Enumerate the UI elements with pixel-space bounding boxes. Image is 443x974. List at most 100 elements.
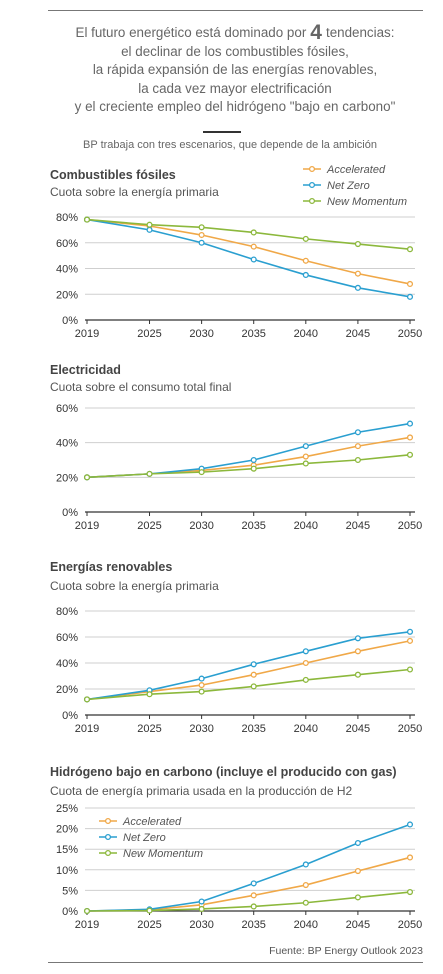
data-point-accelerated [354, 867, 361, 875]
data-point-new-momentum [354, 671, 361, 678]
legend-item-net-zero: Net Zero [303, 180, 370, 192]
trend-count: 4 [310, 21, 322, 44]
data-point-accelerated [354, 270, 361, 277]
x-tick-label: 2025 [137, 328, 161, 340]
intro-line-5: y el creciente empleo del hidrógeno "baj… [74, 99, 396, 114]
data-point-new-momentum [146, 221, 153, 228]
legend-marker [104, 849, 112, 857]
data-point-new-momentum [146, 907, 153, 914]
chart-subtitle: Cuota de energía primaria usada en la pr… [50, 784, 353, 798]
data-point-new-momentum [146, 691, 153, 698]
data-point-accelerated [406, 637, 414, 644]
data-point-net-zero [406, 821, 414, 828]
y-tick-label: 0% [62, 315, 78, 327]
chart-title: Hidrógeno bajo en carbono (incluye el pr… [50, 765, 397, 779]
x-tick-label: 2019 [75, 520, 99, 532]
x-tick-label: 2025 [137, 520, 161, 532]
y-tick-label: 0% [62, 906, 78, 918]
legend-label: Net Zero [123, 832, 166, 844]
legend-marker [308, 181, 316, 189]
data-point-net-zero [354, 635, 361, 642]
data-point-net-zero [354, 839, 361, 847]
y-tick-label: 20% [56, 824, 78, 836]
data-point-new-momentum [354, 240, 361, 248]
x-tick-label: 2035 [241, 919, 265, 931]
data-point-net-zero [198, 239, 205, 246]
legend-marker [104, 817, 112, 825]
x-tick-label: 2045 [346, 723, 370, 735]
data-point-new-momentum [83, 696, 91, 703]
series-line-accelerated [86, 640, 411, 701]
legend-label: New Momentum [123, 848, 203, 860]
legend-label: Accelerated [122, 816, 182, 828]
data-point-net-zero [250, 256, 257, 263]
data-point-new-momentum [302, 899, 309, 906]
legend-label: Accelerated [326, 164, 386, 176]
data-point-new-momentum [250, 683, 257, 690]
legend-item-new-momentum: New Momentum [99, 848, 203, 860]
series-line-new-momentum [86, 891, 411, 912]
data-point-new-momentum [146, 470, 153, 477]
y-tick-label: 0% [62, 507, 78, 519]
data-point-accelerated [354, 648, 361, 655]
separator-rule [203, 131, 241, 133]
data-point-net-zero [406, 420, 414, 427]
data-point-net-zero [302, 648, 309, 655]
intro-line-3: la rápida expansión de las energías reno… [92, 62, 378, 77]
x-tick-label: 2040 [294, 520, 318, 532]
data-point-new-momentum [250, 229, 257, 236]
x-tick-label: 2050 [398, 520, 422, 532]
x-tick-label: 2040 [294, 919, 318, 931]
x-tick-label: 2035 [241, 328, 265, 340]
data-point-net-zero [354, 284, 361, 291]
data-point-net-zero [198, 675, 205, 682]
data-point-accelerated [406, 280, 414, 288]
data-point-net-zero [302, 861, 309, 868]
data-point-new-momentum [83, 907, 91, 915]
data-point-accelerated [250, 671, 257, 678]
y-tick-label: 5% [62, 885, 78, 897]
legend-item-new-momentum: New Momentum [303, 196, 407, 208]
data-point-accelerated [406, 854, 414, 861]
chart-subtitle: Cuota sobre la energía primaria [50, 185, 219, 199]
data-point-accelerated [354, 443, 361, 450]
top-rule [48, 10, 423, 11]
data-point-accelerated [250, 243, 257, 250]
chart-subtitle: Cuota sobre la energía primaria [50, 579, 219, 593]
x-tick-label: 2045 [346, 919, 370, 931]
data-point-new-momentum [198, 905, 205, 912]
x-tick-label: 2035 [241, 723, 265, 735]
series-line-new-momentum [86, 668, 411, 701]
scenarios-note: BP trabaja con tres escenarios, que depe… [83, 139, 377, 151]
x-tick-label: 2040 [294, 723, 318, 735]
intro-line-1-post: tendencias: [325, 25, 395, 40]
bottom-rule [48, 962, 423, 963]
y-tick-label: 60% [56, 238, 78, 250]
data-point-accelerated [302, 257, 309, 264]
data-point-new-momentum [250, 465, 257, 472]
data-point-new-momentum [83, 474, 91, 481]
series-line-accelerated [86, 436, 411, 479]
y-tick-label: 20% [56, 289, 78, 301]
y-tick-label: 80% [56, 606, 78, 618]
data-point-net-zero [406, 293, 414, 300]
x-tick-label: 2019 [75, 328, 99, 340]
y-tick-label: 60% [56, 632, 78, 644]
intro-line-1-pre: El futuro energético está dominado por [75, 25, 307, 40]
x-tick-label: 2025 [137, 919, 161, 931]
legend-label: Net Zero [327, 180, 370, 192]
data-point-accelerated [198, 231, 205, 239]
y-tick-label: 20% [56, 684, 78, 696]
x-tick-label: 2030 [189, 328, 213, 340]
x-tick-label: 2019 [75, 919, 99, 931]
chart-title: Energías renovables [50, 560, 172, 574]
chart-3: Energías renovables Cuota sobre la energí… [50, 560, 422, 735]
legend-marker [308, 197, 316, 205]
intro-line-4: la cada vez mayor electrificación [138, 80, 332, 96]
data-point-new-momentum [198, 224, 205, 231]
data-point-net-zero [250, 661, 257, 668]
legend-item-accelerated: Accelerated [99, 816, 182, 828]
y-tick-label: 40% [56, 438, 78, 450]
data-point-net-zero [302, 271, 309, 278]
chart-1: Combustibles fósiles Cuota sobre la energ… [50, 164, 422, 340]
